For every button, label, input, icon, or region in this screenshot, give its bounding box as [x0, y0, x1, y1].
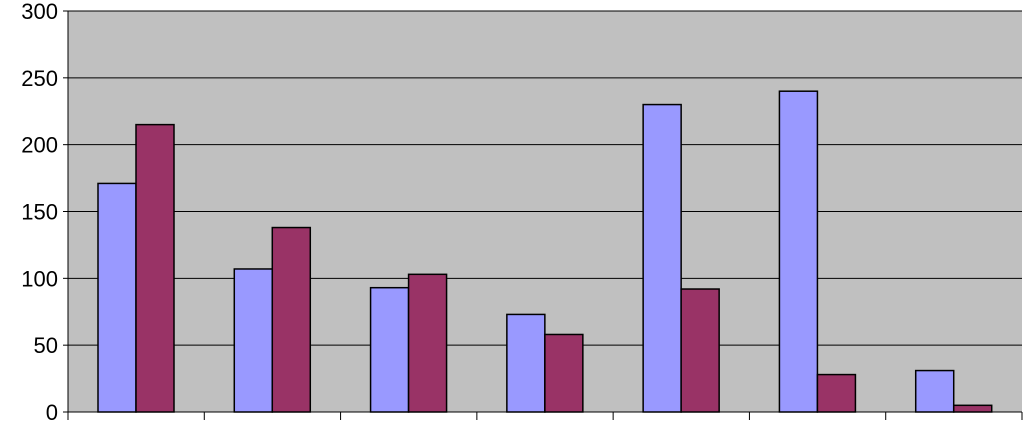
bar-series-2-category-4 — [544, 333, 584, 413]
gridlines — [68, 10, 1022, 346]
y-tick-label: 200 — [21, 133, 58, 158]
bar-series-1-category-6 — [778, 90, 819, 413]
y-tick-label: 150 — [21, 200, 58, 225]
y-tick-label: 300 — [21, 0, 58, 24]
bar-series-2-category-6 — [816, 373, 857, 413]
bars — [97, 90, 993, 413]
y-tick-label: 0 — [46, 400, 58, 424]
bar-series-1-category-5 — [642, 103, 682, 413]
bar-series-2-category-1 — [135, 123, 175, 413]
y-tick-label: 250 — [21, 66, 58, 91]
x-axis-ticks — [67, 412, 1023, 420]
bar-series-2-category-3 — [407, 273, 448, 413]
y-tick-label: 50 — [34, 333, 58, 358]
bar-series-2-category-5 — [680, 288, 720, 413]
bar-series-1-category-4 — [506, 313, 546, 413]
bar-series-1-category-1 — [97, 182, 137, 413]
bar-series-2-category-2 — [271, 226, 312, 413]
y-tick-label: 100 — [21, 266, 58, 291]
y-axis-tick-labels: 0 50 100 150 200 250 300 — [21, 0, 68, 424]
bar-series-2-category-7 — [952, 404, 993, 413]
bar-series-1-category-2 — [233, 268, 274, 413]
bar-series-1-category-3 — [369, 286, 410, 413]
bar-series-1-category-7 — [914, 369, 955, 413]
